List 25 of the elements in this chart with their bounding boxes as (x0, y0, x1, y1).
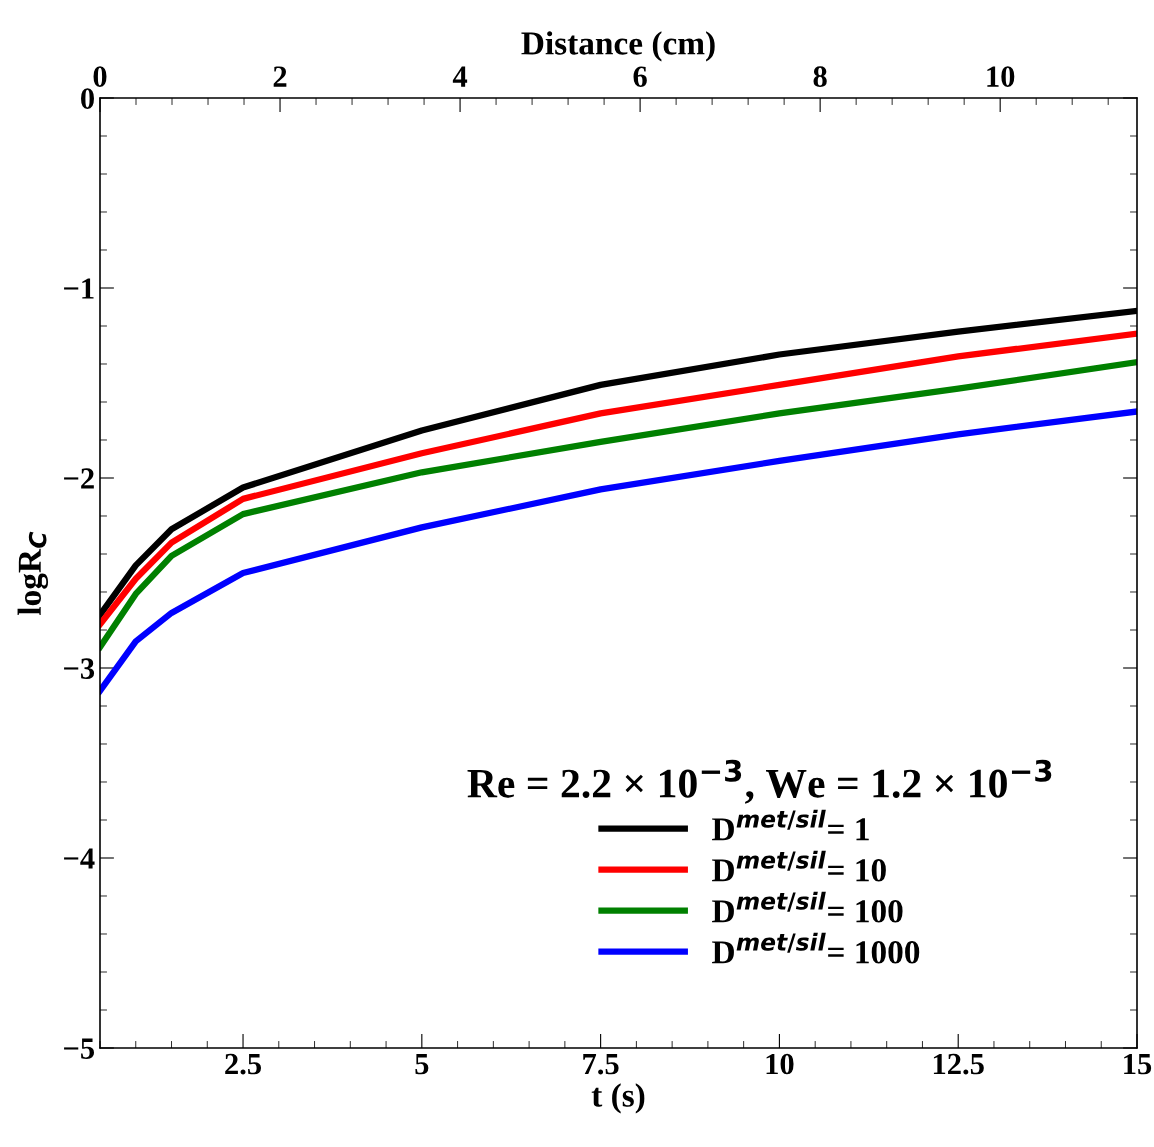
x-tick-label: 12.5 (933, 1053, 984, 1075)
x-tick-label: 10 (766, 1053, 794, 1075)
x2-tick-label: 10 (987, 66, 1015, 87)
legend-title: Re = 2.2 × 10$^{−3}$, We = 1.2 × 10$^{−3}$ (467, 759, 1052, 804)
x2-tick-label: 8 (813, 66, 827, 87)
y-tick-label: −5 (64, 1038, 95, 1059)
x2-tick-label: 2 (273, 66, 287, 87)
y-tick-label: −3 (64, 658, 95, 679)
x2-axis-title: Distance (cm) (521, 31, 715, 62)
x2-tick-label: 4 (452, 66, 468, 87)
y-tick-label: −1 (64, 278, 94, 299)
y-tick-label: 0 (81, 88, 94, 109)
legend-label: D$^{met/sil}$= 1000 (712, 932, 920, 964)
x-tick-label: 5 (415, 1054, 429, 1075)
y-tick-label: −2 (64, 468, 94, 489)
x-tick-label: 2.5 (225, 1053, 262, 1075)
legend-label: D$^{met/sil}$= 1 (712, 809, 869, 841)
legend-label: D$^{met/sil}$= 10 (712, 850, 886, 882)
legend-label: D$^{met/sil}$= 100 (712, 891, 903, 923)
y-tick-label: −4 (64, 848, 95, 869)
x-tick-label: 7.5 (583, 1054, 619, 1075)
x-tick-label: 15 (1124, 1053, 1152, 1075)
x2-tick-label: 6 (633, 66, 647, 87)
x-axis-title: t (s) (591, 1083, 645, 1114)
y-axis-title: logR$_{C}$ (17, 531, 49, 616)
